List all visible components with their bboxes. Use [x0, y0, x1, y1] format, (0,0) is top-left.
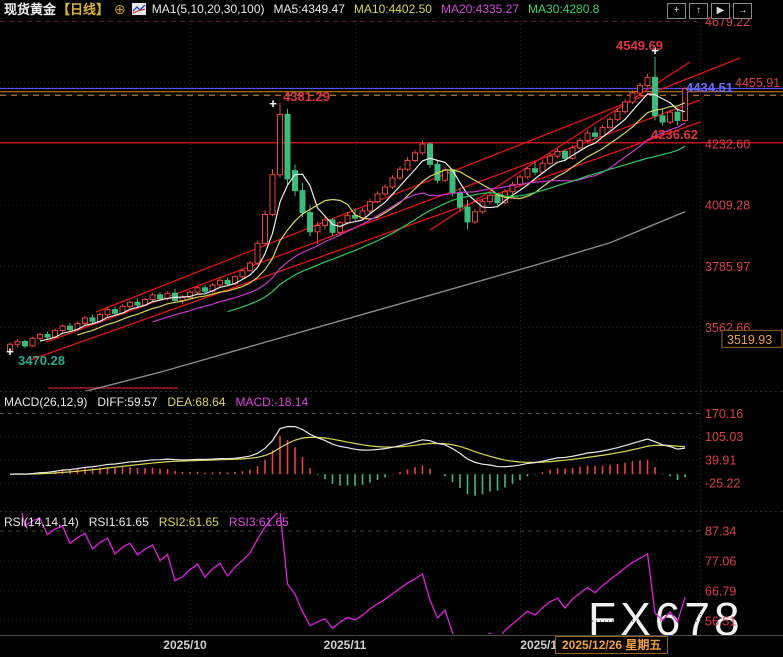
- x-axis-month-label: 2025/12: [520, 638, 564, 652]
- macd-dea-value: DEA:68.64: [167, 395, 226, 409]
- rsi-header: RSI(14,14,14) RSI1:61.65 RSI2:61.65 RSI3…: [4, 515, 289, 529]
- chart-header: 现货黄金 【日线】 ⊕ MA1(5,10,20,30,100) MA5:4349…: [0, 0, 783, 18]
- axis-tick-label: 4232.60: [705, 137, 750, 151]
- symbol-title: 现货黄金: [4, 2, 57, 17]
- gridlines-layer: [0, 14, 783, 636]
- cross-marker: +: [6, 344, 14, 359]
- axis-tick-label: 39.91: [705, 453, 736, 467]
- axis-tick-label: 3785.97: [705, 260, 750, 274]
- x-axis: 2025/12 2025/11 2025/10 2025/12/26 星期五: [0, 636, 783, 656]
- ma30-value: MA30:4280.8: [528, 1, 600, 16]
- chart-toolbar: + ↑ ▶ →: [667, 3, 752, 19]
- low-price-label: 3470.28: [18, 353, 65, 368]
- macd-header: MACD(26,12,9) DIFF:59.57 DEA:68.64 MACD:…: [4, 395, 308, 409]
- high-price-label: 4549.69: [616, 38, 663, 53]
- axis-labels-layer: 4679.224455.914232.604009.283785.973562.…: [705, 15, 783, 629]
- auto-scale-icon[interactable]: ▶: [711, 3, 730, 19]
- peak-price-label: 4381.29: [283, 89, 330, 104]
- last-price-label: 4434.51: [686, 80, 733, 95]
- rsi2-value: RSI2:61.65: [158, 515, 219, 529]
- mini-chart-icon[interactable]: [131, 2, 146, 15]
- axis-tick-label: 3519.93: [727, 333, 772, 347]
- macd-diff-value: DIFF:59.57: [97, 395, 158, 409]
- rsi3-value: RSI3:61.65: [228, 515, 289, 529]
- axis-tick-label: 87.34: [705, 525, 736, 539]
- axis-zoom-in-icon[interactable]: ↑: [689, 3, 708, 19]
- rsi-title: RSI(14,14,14): [4, 515, 79, 529]
- period-label[interactable]: 【日线】: [57, 2, 110, 17]
- ma20-value: MA20:4335.27: [440, 1, 520, 16]
- ma-lines-layer: [39, 93, 686, 342]
- axis-tick-label: 4455.91: [735, 76, 780, 90]
- highlight-tick-box: [721, 329, 783, 348]
- cross-marker: +: [651, 43, 659, 58]
- axis-tick-label: 105.03: [705, 430, 743, 444]
- ma-settings-label: MA1(5,10,20,30,100): [151, 1, 265, 16]
- axis-tick-label: -25.22: [705, 477, 740, 491]
- support-price-label: 4236.62: [651, 127, 698, 142]
- cross-marker: +: [269, 96, 277, 111]
- axis-tick-label: 77.06: [705, 555, 736, 569]
- pan-crosshair-icon[interactable]: +: [667, 3, 686, 19]
- ma5-value: MA5:4349.47: [273, 1, 345, 16]
- axis-tick-label: 66.79: [705, 585, 736, 599]
- current-date-label: 2025/12/26 星期五: [555, 636, 669, 654]
- rsi1-value: RSI1:61.65: [88, 515, 149, 529]
- x-axis-month-label: 2025/10: [163, 638, 207, 652]
- exit-chart-icon[interactable]: →: [733, 3, 752, 19]
- axis-tick-label: 56.51: [705, 615, 736, 629]
- ma10-value: MA10:4402.50: [353, 1, 432, 16]
- ma100-line: [83, 211, 686, 391]
- target-circle-icon[interactable]: ⊕: [114, 0, 126, 17]
- axis-tick-label: 170.16: [705, 407, 743, 421]
- macd-macd-value: MACD:-18.14: [235, 395, 309, 409]
- macd-title: MACD(26,12,9): [4, 395, 88, 409]
- x-axis-month-label: 2025/11: [323, 638, 367, 652]
- price-markers-layer: + + +4549.69 4381.29 4434.51 4236.62 3470.28: [6, 38, 733, 368]
- rsi-layer: [21, 513, 686, 634]
- macd-layer: [9, 425, 686, 496]
- axis-tick-label: 4009.28: [705, 199, 750, 213]
